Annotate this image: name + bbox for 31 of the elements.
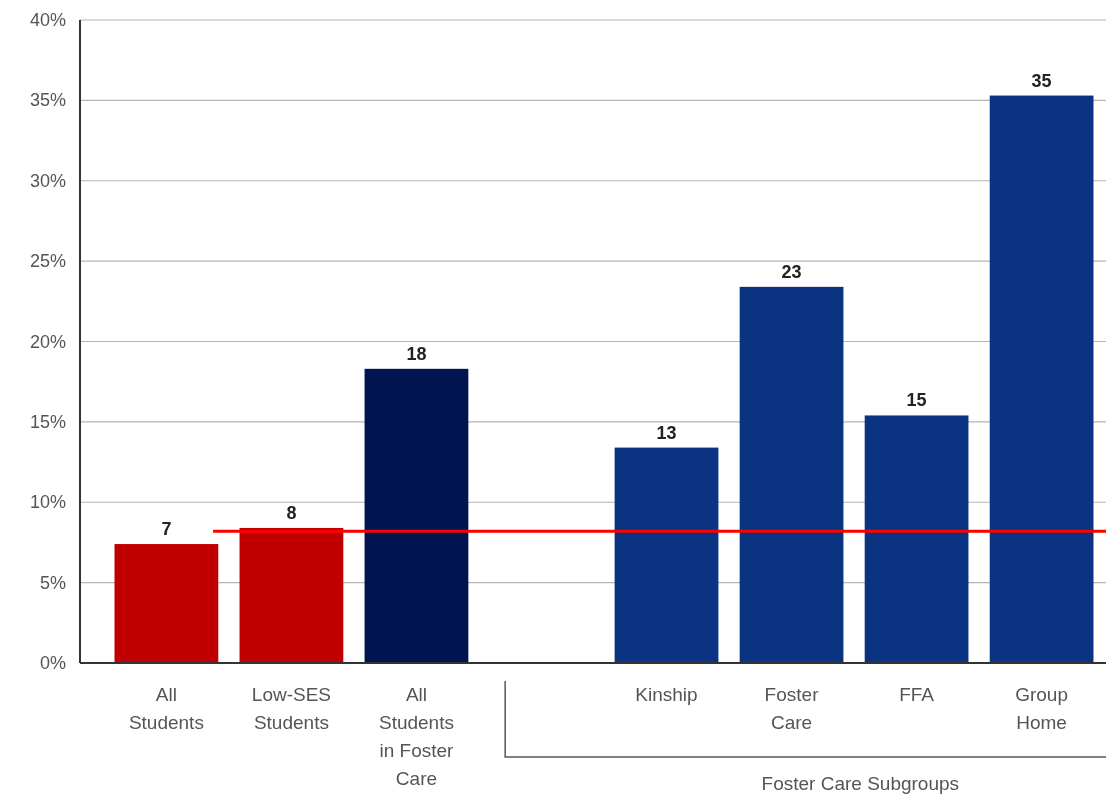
bar xyxy=(864,415,969,663)
x-tick-label: Low-SES Students xyxy=(251,684,332,733)
x-tick-label: Group Home xyxy=(1015,684,1069,733)
data-label: 18 xyxy=(406,343,427,364)
y-tick-label: 0% xyxy=(39,653,66,673)
x-tick-label: All Students in Foster Care xyxy=(378,684,455,789)
y-tick-label: 40% xyxy=(29,10,66,30)
text: Foster Care Subgroups xyxy=(761,773,960,794)
x-tick-label: All Students xyxy=(128,684,204,733)
data-label: 13 xyxy=(656,422,677,443)
data-label: 23 xyxy=(781,261,802,282)
x-tick-label: Kinship xyxy=(635,684,698,705)
bar xyxy=(239,527,344,663)
y-tick-label: 5% xyxy=(39,572,66,593)
data-label: 7 xyxy=(161,519,172,540)
bar xyxy=(364,368,469,663)
x-tick-label: FFA xyxy=(899,684,935,705)
bar xyxy=(989,95,1094,663)
y-tick-label: 10% xyxy=(29,492,66,513)
bar xyxy=(739,286,844,663)
y-tick-label: 30% xyxy=(29,170,66,191)
data-label: 15 xyxy=(906,390,927,411)
bar xyxy=(614,447,719,663)
y-tick-label: 25% xyxy=(29,251,66,272)
bar xyxy=(114,544,219,663)
y-tick-label: 15% xyxy=(29,411,66,432)
y-tick-label: 35% xyxy=(29,90,66,111)
data-label: 35 xyxy=(1031,70,1052,91)
x-tick-label: Foster Care xyxy=(764,684,820,733)
y-tick-label: 20% xyxy=(29,331,66,352)
data-label: 8 xyxy=(286,502,297,523)
